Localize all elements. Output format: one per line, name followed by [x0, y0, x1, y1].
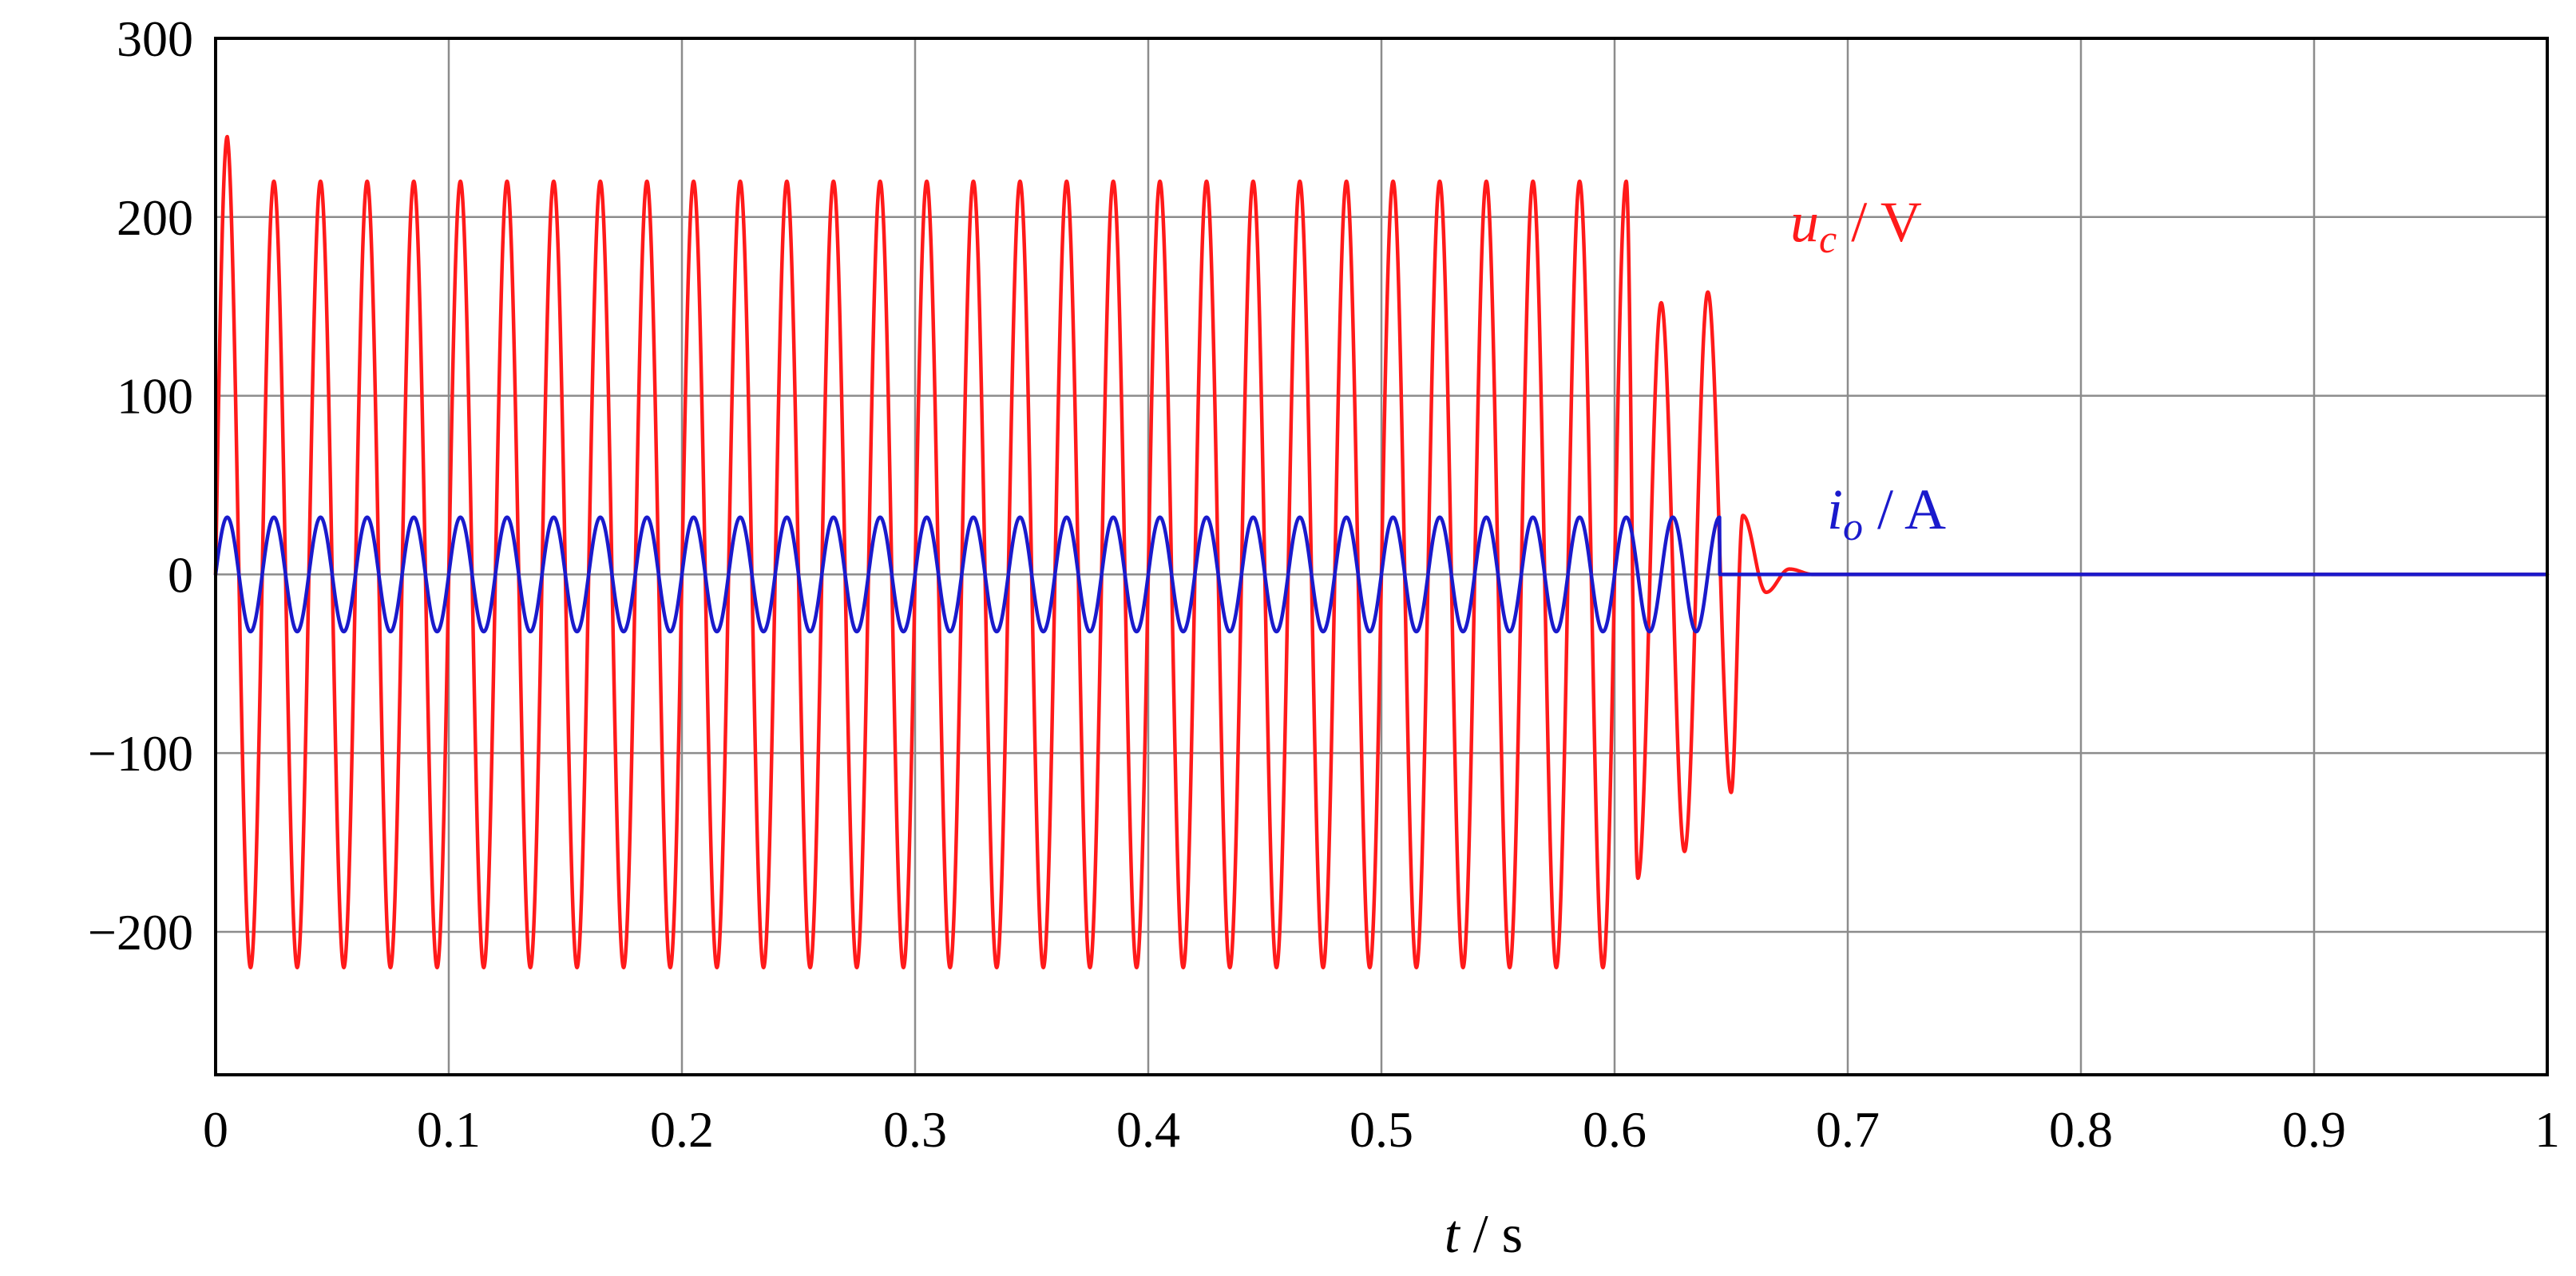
x-tick-label: 0.1	[417, 1101, 481, 1158]
x-axis-label: t / s	[1445, 1203, 1523, 1264]
plot-area	[213, 134, 2550, 969]
y-tick-label: 0	[168, 546, 193, 603]
x-tick-label: 0.7	[1816, 1101, 1880, 1158]
plot-frame	[214, 37, 2549, 1076]
x-tick-label: 0.5	[1349, 1101, 1413, 1158]
x-tick-label: 0.6	[1583, 1101, 1647, 1158]
series-label-uc: uc / V	[1790, 190, 1922, 261]
x-tick-label: 0.2	[650, 1101, 714, 1158]
y-axis-ticks: 300 200 100 0 −100 −200	[88, 10, 193, 961]
y-tick-label: −100	[88, 725, 193, 782]
x-tick-label: 0.3	[883, 1101, 947, 1158]
y-tick-label: 200	[117, 189, 193, 246]
series-label-io: io / A	[1827, 478, 1946, 549]
x-tick-label: 0.9	[2282, 1101, 2346, 1158]
y-tick-label: −200	[88, 904, 193, 961]
x-axis-ticks: 0 0.1 0.2 0.3 0.4 0.5 0.6 0.7 0.8 0.9 1	[203, 1101, 2560, 1158]
x-tick-label: 0.4	[1116, 1101, 1180, 1158]
x-tick-label: 0.8	[2049, 1101, 2113, 1158]
x-tick-label: 1	[2534, 1101, 2560, 1158]
y-tick-label: 300	[117, 10, 193, 67]
x-tick-label: 0	[203, 1101, 228, 1158]
y-tick-label: 100	[117, 368, 193, 425]
series-line-io	[213, 515, 2550, 634]
